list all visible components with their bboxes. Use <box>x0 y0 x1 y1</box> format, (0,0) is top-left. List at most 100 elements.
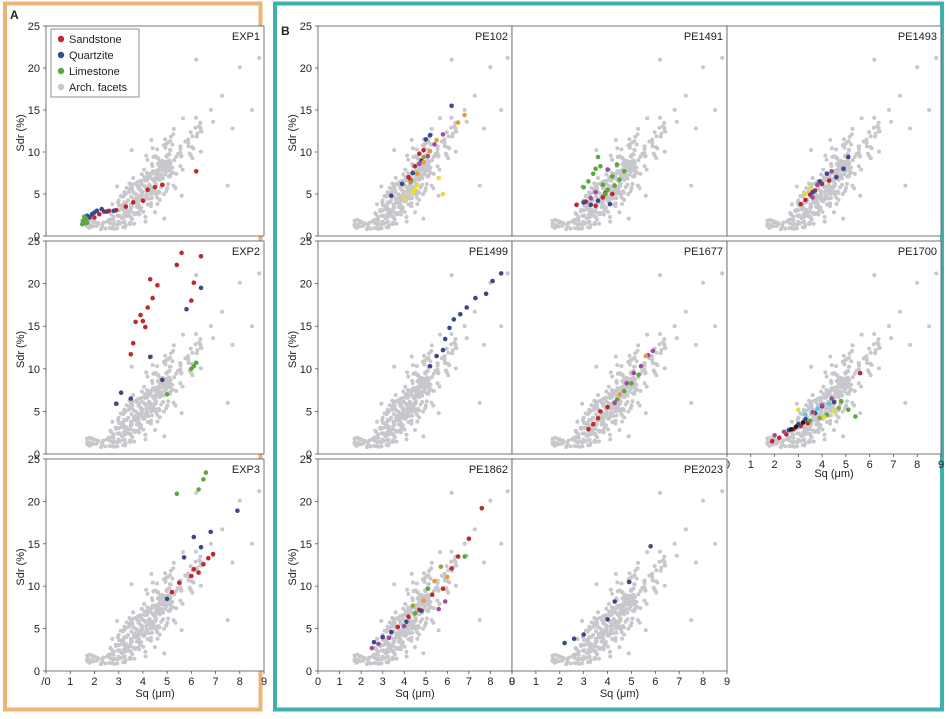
legend-label: Arch. facets <box>69 82 128 94</box>
purple-group-series <box>417 132 446 167</box>
arch-facet-point <box>713 324 718 329</box>
arch-facet-point <box>171 343 176 348</box>
arch-facet-point <box>121 438 126 442</box>
arch-facet-point <box>609 623 613 628</box>
data-point <box>432 578 437 584</box>
arch-facet-point <box>154 627 158 632</box>
arch-facet-point <box>87 660 92 665</box>
data-point <box>605 187 610 193</box>
arch-facet-point <box>174 154 179 159</box>
data-point <box>638 363 644 369</box>
arch-facet-point <box>447 580 452 585</box>
arch-facet-point <box>790 419 794 424</box>
arch-facet-point <box>613 635 618 640</box>
arch-facet-point <box>398 212 403 217</box>
arch-facet-point <box>645 332 650 337</box>
arch-facet-point <box>628 142 633 147</box>
arch-facet-point <box>771 224 776 229</box>
arch-facet-point <box>122 433 126 437</box>
data-point <box>817 179 822 184</box>
arch-facet-point <box>450 348 455 353</box>
arch-facet-point <box>150 146 155 151</box>
arch-facet-point <box>148 204 153 209</box>
arch-facet-point <box>417 598 421 603</box>
data-point <box>490 278 495 284</box>
arch-facet-point <box>156 373 161 378</box>
arch-facet-point <box>632 573 637 578</box>
arch-facet-point <box>663 563 668 568</box>
arch-facet-point <box>403 633 408 638</box>
data-point <box>203 470 209 475</box>
arch-facet-point <box>110 202 115 207</box>
arch-facet-point <box>384 194 389 199</box>
data-point <box>389 629 394 635</box>
arch-facet-point <box>642 164 647 169</box>
cyan-group-series <box>803 401 832 418</box>
olive-group-series <box>410 564 444 608</box>
arch-facet-point <box>122 430 126 435</box>
arch-facet-point <box>138 425 143 430</box>
arch-facet-point <box>842 381 847 386</box>
arch-facet-point <box>795 226 799 231</box>
data-point <box>442 336 448 342</box>
arch-facet-point <box>106 652 111 657</box>
arch-facet-point <box>148 638 153 643</box>
y-tick-label: 25 <box>28 21 40 33</box>
arch-facet-point <box>597 439 602 444</box>
arch-facet-point <box>594 412 599 417</box>
arch-facet-point <box>594 194 599 199</box>
data-point <box>140 198 146 203</box>
arch-facet-point <box>115 226 120 231</box>
arch-facet-point <box>607 392 612 397</box>
arch-facet-point <box>608 437 613 442</box>
arch-facet-point <box>829 363 834 368</box>
arch-facet-point <box>141 644 146 649</box>
arch-facet-point <box>198 120 203 125</box>
arch-facet-point <box>622 632 627 637</box>
arch-facet-point <box>178 585 183 590</box>
arch-facet-point <box>689 400 694 405</box>
data-point <box>836 405 842 411</box>
orange-group-series <box>617 353 649 397</box>
arch-facet-point <box>160 602 165 607</box>
arch-facet-point <box>147 607 152 612</box>
arch-facet-point <box>110 444 115 449</box>
arch-facet-point <box>811 221 816 226</box>
arch-facet-point <box>594 629 599 634</box>
arch-facet-point <box>392 399 397 404</box>
arch-facet-point <box>575 661 580 666</box>
arch-facet-point <box>647 139 652 144</box>
arch-facet-point <box>381 203 386 208</box>
plot-frame <box>317 458 513 672</box>
arch-facet-point <box>609 406 613 411</box>
data-point <box>857 370 863 376</box>
panel-b-border <box>273 1 944 712</box>
arch-facet-point <box>661 340 666 345</box>
arch-facet-point <box>379 226 384 231</box>
arch-facet-point <box>163 576 168 581</box>
arch-facet-point <box>499 324 504 329</box>
arch-facet-point <box>367 438 372 443</box>
arch-facet-point <box>606 384 611 389</box>
data-point <box>395 624 401 630</box>
arch-facet-point <box>115 656 120 661</box>
arch-facet-point <box>406 202 411 207</box>
arch-facet-point <box>801 438 806 442</box>
arch-facet-point <box>453 149 458 154</box>
arch-facet-point <box>145 176 150 181</box>
arch-facet-point <box>249 541 254 546</box>
arch-facet-point <box>856 367 861 372</box>
data-point <box>160 377 165 383</box>
data-point <box>810 195 815 200</box>
arch-facet-point <box>413 627 418 632</box>
arch-facet-point <box>386 418 391 423</box>
arch-facet-point <box>167 158 172 163</box>
arch-facet-point <box>376 218 381 223</box>
arch-facet-point <box>630 163 635 168</box>
arch-facet-point <box>836 395 841 400</box>
data-point <box>434 353 439 359</box>
arch-facet-point <box>597 647 602 651</box>
arch-facet-point <box>606 183 611 188</box>
